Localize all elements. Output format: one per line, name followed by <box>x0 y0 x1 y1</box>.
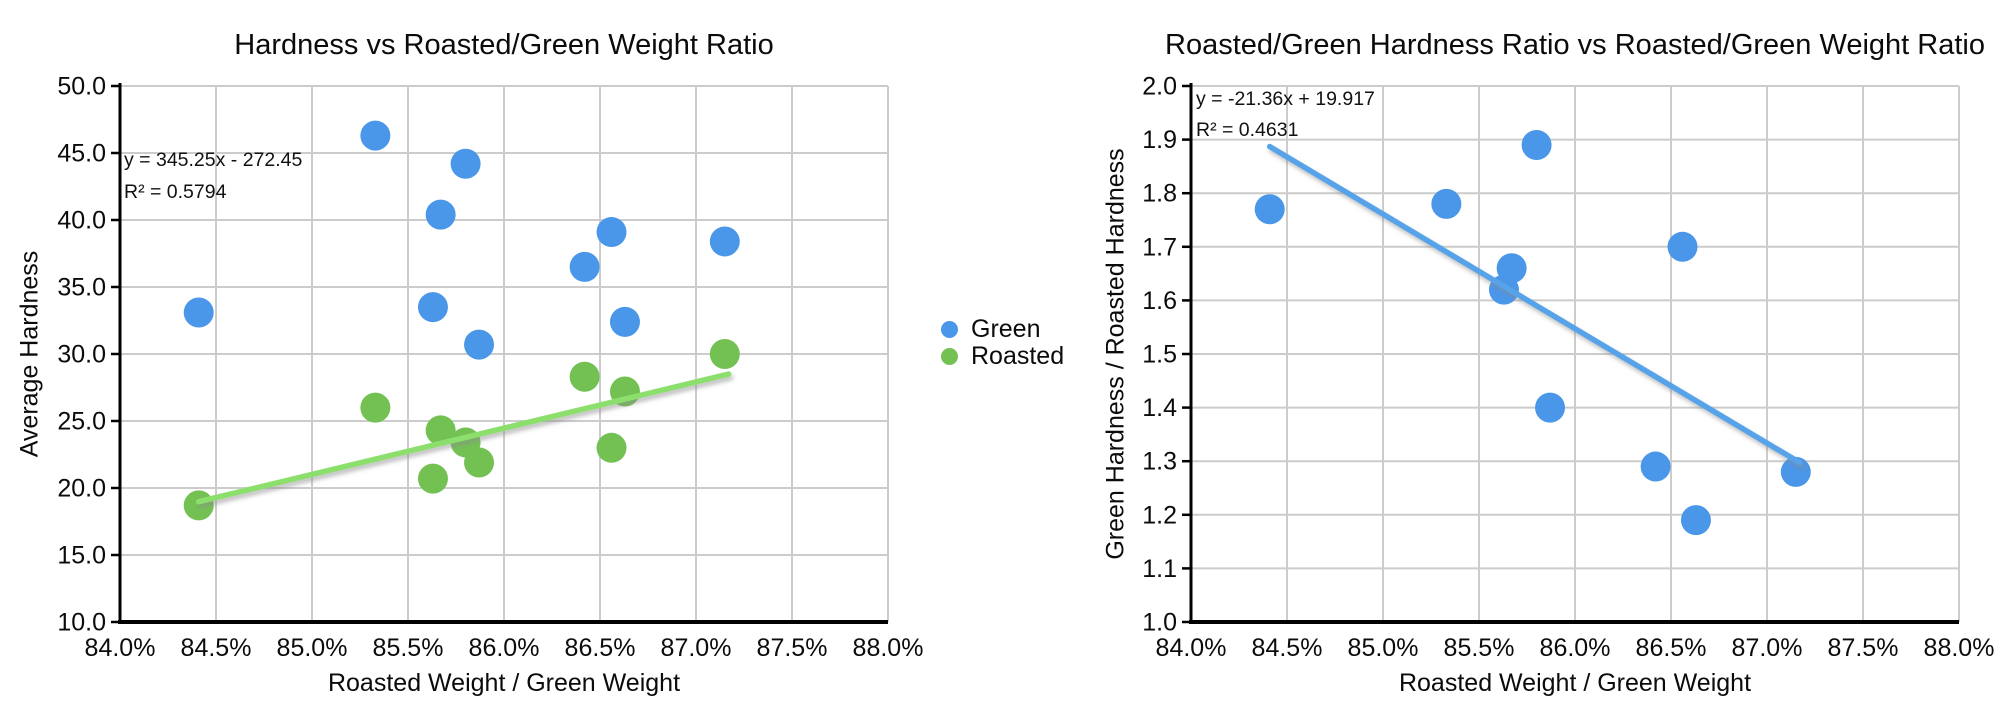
data-point-green[interactable] <box>425 199 456 230</box>
data-point-ratio[interactable] <box>1521 129 1552 160</box>
x-tick-label: 84.0% <box>1156 634 1227 662</box>
chart2-trendline-r-squared: R² = 0.4631 <box>1196 119 1299 141</box>
green-series-dot-icon <box>941 321 958 338</box>
y-tick-label: 30.0 <box>57 341 106 369</box>
chart1-plot-area: 10.0 15.0 20.0 25.0 30.0 35.0 40.0 45.0 50.0 84.0… <box>57 73 923 663</box>
y-tick-label: 25.0 <box>57 408 106 436</box>
chart2-x-axis-title: Roasted Weight / Green Weight <box>1398 669 1752 697</box>
x-tick-label: 85.5% <box>373 634 444 662</box>
x-tick-label: 86.5% <box>1636 634 1707 662</box>
y-tick-label: 45.0 <box>57 140 106 168</box>
data-point-ratio[interactable] <box>1680 505 1711 536</box>
data-point-roasted[interactable] <box>425 415 456 446</box>
trendline[interactable] <box>1266 143 1803 466</box>
y-tick-label: 50.0 <box>57 73 106 101</box>
x-tick-label: 88.0% <box>853 634 924 662</box>
chart1-legend: Green Roasted <box>941 315 1065 370</box>
x-tick-label: 86.0% <box>1540 634 1611 662</box>
legend-item-green[interactable]: Green <box>941 315 1064 343</box>
data-point-roasted[interactable] <box>360 392 391 423</box>
x-tick-label: 86.5% <box>565 634 636 662</box>
y-tick-label: 1.6 <box>1142 287 1177 315</box>
chart1-trendline-equation: y = 345.25x - 272.45 <box>124 149 303 171</box>
legend-label-green: Green <box>971 315 1041 343</box>
y-tick-label: 35.0 <box>57 274 106 302</box>
x-tick-label: 85.5% <box>1444 634 1515 662</box>
legend-label-roasted: Roasted <box>971 342 1065 370</box>
chart1-trendline-r-squared: R² = 0.5794 <box>124 181 227 203</box>
y-tick-label: 40.0 <box>57 207 106 235</box>
data-point-green[interactable] <box>709 226 740 257</box>
y-tick-label: 15.0 <box>57 542 106 570</box>
chart2-plot-area: 1.0 1.1 1.2 1.3 1.4 1.5 1.6 1.7 1.8 1.9 2.0 84.0% 84… <box>1142 73 1994 663</box>
chart2-title: Roasted/Green Hardness Ratio vs Roasted/… <box>1165 29 1985 61</box>
y-tick-label: 1.5 <box>1142 341 1177 369</box>
data-point-green[interactable] <box>417 292 448 323</box>
data-point-ratio[interactable] <box>1535 392 1566 423</box>
data-point-roasted[interactable] <box>417 463 448 494</box>
chart1-y-axis-title: Average Hardness <box>15 250 44 458</box>
data-point-ratio[interactable] <box>1640 451 1671 482</box>
legend-item-roasted[interactable]: Roasted <box>941 342 1065 370</box>
x-tick-label: 87.5% <box>1828 634 1899 662</box>
data-point-green[interactable] <box>464 329 495 360</box>
chart2-y-axis-title: Green Hardness / Roasted Hardness <box>1101 148 1130 560</box>
x-tick-label: 85.0% <box>1348 634 1419 662</box>
x-tick-label: 86.0% <box>469 634 540 662</box>
x-tick-label: 87.0% <box>661 634 732 662</box>
chart1-x-axis-title: Roasted Weight / Green Weight <box>327 669 681 697</box>
data-point-ratio[interactable] <box>1667 231 1698 262</box>
chart1-title: Hardness vs Roasted/Green Weight Ratio <box>234 29 774 61</box>
y-tick-label: 1.8 <box>1142 180 1177 208</box>
x-tick-label: 85.0% <box>277 634 348 662</box>
data-point-ratio[interactable] <box>1431 188 1462 219</box>
y-tick-label: 2.0 <box>1142 73 1177 101</box>
data-point-ratio[interactable] <box>1254 194 1285 225</box>
data-point-green[interactable] <box>183 297 214 328</box>
data-point-green[interactable] <box>609 306 640 337</box>
data-point-roasted[interactable] <box>464 447 495 478</box>
data-point-green[interactable] <box>450 148 481 179</box>
data-point-green[interactable] <box>569 251 600 282</box>
chart2-trendline-equation: y = -21.36x + 19.917 <box>1196 88 1375 110</box>
roasted-series-dot-icon <box>941 348 958 365</box>
data-point-roasted[interactable] <box>183 490 214 521</box>
data-point-ratio[interactable] <box>1496 253 1527 284</box>
x-tick-label: 87.5% <box>757 634 828 662</box>
y-tick-label: 1.1 <box>1142 555 1177 583</box>
data-point-ratio[interactable] <box>1780 456 1811 487</box>
y-tick-label: 1.7 <box>1142 233 1177 261</box>
x-tick-label: 84.0% <box>85 634 156 662</box>
data-point-roasted[interactable] <box>569 361 600 392</box>
x-tick-label: 84.5% <box>181 634 252 662</box>
data-point-roasted[interactable] <box>596 432 627 463</box>
trendline[interactable] <box>195 371 732 505</box>
x-tick-label: 88.0% <box>1924 634 1995 662</box>
y-tick-label: 1.0 <box>1142 609 1177 637</box>
y-tick-label: 1.4 <box>1142 394 1177 422</box>
y-tick-label: 1.9 <box>1142 126 1177 154</box>
x-tick-label: 84.5% <box>1252 634 1323 662</box>
y-tick-label: 1.3 <box>1142 448 1177 476</box>
y-tick-label: 20.0 <box>57 475 106 503</box>
y-tick-label: 1.2 <box>1142 501 1177 529</box>
data-point-green[interactable] <box>596 217 627 248</box>
data-point-roasted[interactable] <box>709 339 740 369</box>
y-tick-label: 10.0 <box>57 609 106 637</box>
data-point-green[interactable] <box>360 120 391 151</box>
x-tick-label: 87.0% <box>1732 634 1803 662</box>
